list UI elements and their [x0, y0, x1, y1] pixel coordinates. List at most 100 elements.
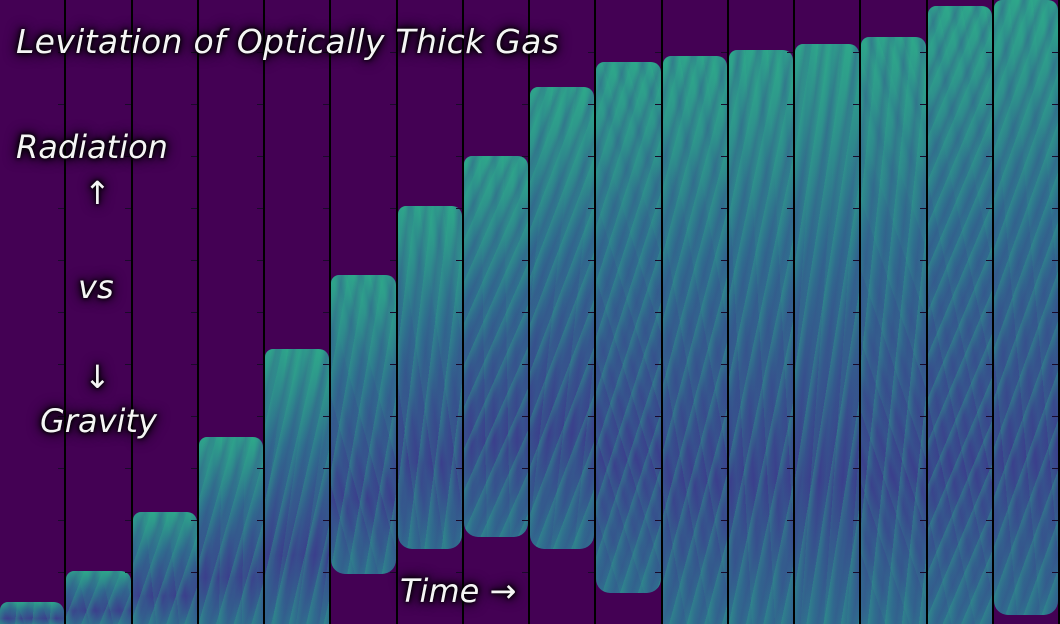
panel-tick-mark: [655, 260, 661, 261]
panel-tick-mark: [721, 208, 727, 209]
time-slice-panel: [464, 0, 528, 624]
gas-column: [0, 602, 64, 624]
panel-tick-mark: [853, 572, 859, 573]
panel-tick-mark: [257, 520, 263, 521]
panel-tick-mark: [125, 416, 131, 417]
panel-tick-mark: [1052, 468, 1058, 469]
gas-column: [795, 44, 859, 624]
panel-tick-mark: [191, 520, 197, 521]
panel-tick-mark: [986, 260, 992, 261]
panel-tick-mark: [323, 104, 329, 105]
panel-tick-mark: [721, 260, 727, 261]
gas-column: [398, 206, 462, 549]
panel-tick-mark: [588, 260, 594, 261]
panel-tick-mark: [588, 468, 594, 469]
panel-tick-mark: [125, 104, 131, 105]
time-slice-panel: [994, 0, 1058, 624]
time-axis-label: Time →: [400, 572, 517, 610]
gas-column: [530, 87, 594, 549]
time-slice-panel: [729, 0, 793, 624]
panel-tick-mark: [655, 416, 661, 417]
time-slice-panel: [265, 0, 329, 624]
panel-tick-mark: [390, 52, 396, 53]
panel-tick-mark: [920, 312, 926, 313]
panel-tick-mark: [191, 468, 197, 469]
panel-tick-mark: [853, 312, 859, 313]
panel-tick-mark: [920, 260, 926, 261]
panel-tick-mark: [125, 572, 131, 573]
panel-tick-mark: [920, 52, 926, 53]
panel-tick-mark: [191, 312, 197, 313]
panel-tick-mark: [257, 52, 263, 53]
panel-tick-mark: [125, 364, 131, 365]
panel-tick-mark: [58, 312, 64, 313]
panel-tick-mark: [787, 520, 793, 521]
panel-tick-mark: [522, 468, 528, 469]
panel-tick-mark: [58, 156, 64, 157]
panel-tick-mark: [323, 52, 329, 53]
panel-tick-mark: [522, 312, 528, 313]
vs-label: vs: [78, 268, 114, 306]
panel-tick-mark: [853, 416, 859, 417]
panel-tick-mark: [456, 104, 462, 105]
panel-tick-mark: [1052, 260, 1058, 261]
panel-tick-mark: [986, 312, 992, 313]
gas-column: [663, 56, 727, 624]
panel-tick-mark: [125, 468, 131, 469]
gas-column: [928, 6, 992, 624]
panel-tick-mark: [986, 416, 992, 417]
panel-tick-mark: [323, 364, 329, 365]
panel-tick-mark: [390, 416, 396, 417]
panel-tick-mark: [257, 572, 263, 573]
panel-tick-mark: [1052, 312, 1058, 313]
panel-tick-mark: [191, 572, 197, 573]
panel-tick-mark: [390, 156, 396, 157]
radiation-label: Radiation: [16, 128, 168, 166]
panel-tick-mark: [787, 364, 793, 365]
up-arrow-icon: ↑: [84, 174, 111, 212]
panel-tick-mark: [125, 312, 131, 313]
panel-tick-mark: [986, 364, 992, 365]
panel-tick-mark: [853, 156, 859, 157]
panel-tick-mark: [58, 416, 64, 417]
panel-tick-mark: [257, 312, 263, 313]
panel-tick-mark: [456, 520, 462, 521]
panel-tick-mark: [986, 104, 992, 105]
panel-tick-mark: [787, 104, 793, 105]
gas-column: [861, 37, 926, 624]
time-slice-panel: [331, 0, 396, 624]
panel-tick-mark: [655, 520, 661, 521]
panel-tick-mark: [191, 364, 197, 365]
panel-tick-mark: [390, 364, 396, 365]
panel-tick-mark: [257, 156, 263, 157]
panel-tick-mark: [920, 208, 926, 209]
panel-tick-mark: [1052, 104, 1058, 105]
figure-title: Levitation of Optically Thick Gas: [16, 22, 560, 61]
panel-tick-mark: [787, 312, 793, 313]
panel-tick-mark: [58, 468, 64, 469]
panel-tick-mark: [986, 156, 992, 157]
panel-tick-mark: [588, 208, 594, 209]
panel-tick-mark: [655, 312, 661, 313]
panel-tick-mark: [191, 104, 197, 105]
panel-tick-mark: [588, 572, 594, 573]
panel-tick-mark: [986, 468, 992, 469]
panel-tick-mark: [588, 104, 594, 105]
panel-tick-mark: [655, 572, 661, 573]
panel-tick-mark: [323, 260, 329, 261]
panel-tick-mark: [787, 260, 793, 261]
time-slice-panel: [861, 0, 926, 624]
panel-tick-mark: [655, 156, 661, 157]
panel-tick-mark: [456, 156, 462, 157]
panel-tick-mark: [58, 208, 64, 209]
panel-tick-mark: [257, 104, 263, 105]
panel-tick-mark: [920, 364, 926, 365]
panel-tick-mark: [787, 468, 793, 469]
gas-column: [199, 437, 263, 624]
panel-tick-mark: [323, 416, 329, 417]
gas-column: [729, 50, 793, 624]
panel-tick-mark: [721, 156, 727, 157]
panel-tick-mark: [920, 468, 926, 469]
panel-tick-mark: [853, 520, 859, 521]
